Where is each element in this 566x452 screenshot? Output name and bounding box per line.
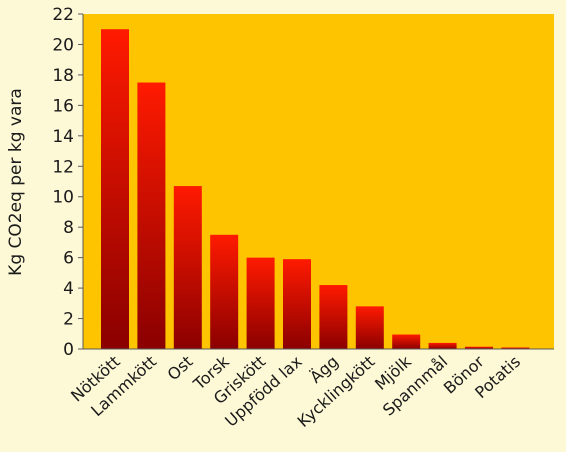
- y-axis-label: Kg CO2eq per kg vara: [6, 88, 26, 276]
- y-tick-label: 4: [63, 279, 74, 299]
- y-tick-label: 8: [63, 218, 74, 238]
- bar-0: [101, 29, 129, 350]
- y-tick-label: 0: [63, 340, 74, 360]
- y-tick-label: 14: [52, 127, 74, 147]
- bar-9: [428, 342, 457, 349]
- bar-6: [319, 285, 348, 349]
- y-tick-label: 22: [52, 5, 74, 25]
- bar-5: [283, 259, 311, 349]
- bar-1: [137, 82, 166, 349]
- bar-10: [465, 346, 493, 349]
- y-tick-label: 16: [52, 96, 74, 116]
- bars: [101, 29, 530, 350]
- y-tick-label: 12: [52, 157, 74, 177]
- bar-7: [355, 306, 384, 349]
- bar-8: [392, 334, 421, 349]
- bar-11: [501, 347, 530, 349]
- y-tick-label: 20: [52, 35, 74, 55]
- y-tick-label: 18: [52, 66, 74, 86]
- bar-3: [210, 234, 239, 349]
- bar-2: [173, 186, 202, 349]
- y-tick-label: 2: [63, 310, 74, 330]
- y-tick-label: 10: [52, 188, 74, 208]
- y-axis-ticks: 0 2 4 6 8 10 12 14 16 18 20 22: [52, 5, 83, 360]
- bar-4: [246, 257, 275, 349]
- y-tick-label: 6: [63, 249, 74, 269]
